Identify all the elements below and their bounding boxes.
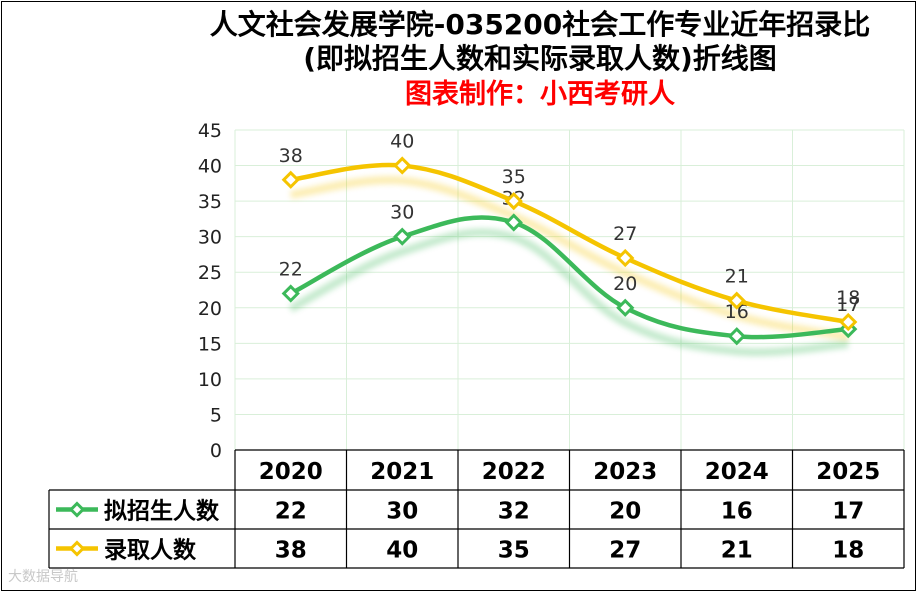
y-tick-label: 5	[210, 404, 222, 426]
data-point-marker	[616, 298, 635, 317]
data-table: 2020 2021 2022 2023 2024 2025 拟招生人数 22 30 32 20 16 1…	[48, 449, 905, 569]
table-cell: 30	[386, 499, 418, 525]
y-tick-label: 30	[198, 227, 222, 249]
data-point-marker	[281, 284, 300, 303]
series-line	[288, 162, 851, 325]
table-cell: 27	[609, 538, 641, 564]
chart-subtitle: (即拟招生人数和实际录取人数)折线图	[303, 42, 777, 75]
y-tick-label: 40	[198, 156, 222, 178]
data-point-marker	[727, 291, 746, 310]
data-label: 40	[390, 131, 414, 153]
watermark: 大数据导航	[8, 569, 78, 585]
x-tick-label: 2023	[593, 459, 657, 485]
data-label: 20	[613, 273, 637, 295]
table-cell: 18	[832, 538, 864, 564]
legend-marker	[68, 540, 86, 557]
gridlines	[234, 129, 905, 451]
series-shadow	[288, 228, 849, 357]
data-point-marker	[504, 191, 523, 211]
data-point-marker	[616, 248, 635, 268]
y-tick-label: 25	[198, 262, 222, 284]
legend-label: 拟招生人数	[104, 498, 220, 525]
series-admit: 38 40 35 27 21 18	[279, 131, 860, 332]
series-shadow	[290, 175, 850, 341]
x-tick-label: 2021	[370, 459, 434, 485]
y-tick-label: 45	[198, 120, 222, 142]
y-tick-label: 15	[198, 333, 222, 355]
table-cell: 16	[721, 499, 753, 525]
table-cell: 35	[498, 538, 530, 564]
x-tick-label: 2025	[816, 459, 880, 485]
x-tick-label: 2020	[259, 459, 323, 485]
y-tick-label: 35	[198, 191, 222, 213]
chart-title: 人文社会发展学院-035200社会工作专业近年招录比	[209, 8, 871, 41]
table-cell: 40	[386, 538, 418, 564]
table-cell: 20	[609, 499, 641, 525]
data-label: 18	[836, 287, 860, 309]
data-point-marker	[393, 156, 412, 175]
series-group: 223032201617384035272118	[279, 131, 860, 357]
table-cell: 22	[275, 499, 307, 525]
table-cell: 38	[275, 538, 307, 564]
x-tick-label: 2022	[482, 459, 546, 485]
y-axis: 0 5 10 15 20 25 30 35 40 45	[198, 120, 222, 462]
y-tick-label: 0	[210, 440, 222, 462]
data-point-marker	[393, 227, 412, 246]
legend-label: 录取人数	[104, 538, 197, 564]
y-tick-label: 20	[198, 298, 222, 320]
legend-marker	[68, 501, 86, 518]
table-cell: 17	[832, 499, 864, 525]
data-label: 16	[725, 301, 749, 323]
data-label: 22	[279, 259, 303, 281]
data-label: 17	[836, 294, 860, 316]
table-cell: 32	[498, 499, 530, 525]
chart-credit: 图表制作：小西考研人	[405, 79, 675, 110]
data-point-marker	[839, 312, 858, 332]
data-point-marker	[727, 327, 746, 346]
data-label: 38	[279, 145, 303, 167]
data-label: 27	[613, 223, 637, 245]
data-label: 30	[390, 202, 414, 224]
data-label: 21	[725, 266, 749, 288]
y-tick-label: 10	[198, 369, 222, 391]
table-cell: 21	[721, 538, 753, 564]
data-point-marker	[504, 213, 523, 232]
data-label: 35	[502, 166, 526, 188]
x-tick-label: 2024	[705, 459, 769, 485]
data-point-marker	[281, 170, 300, 189]
